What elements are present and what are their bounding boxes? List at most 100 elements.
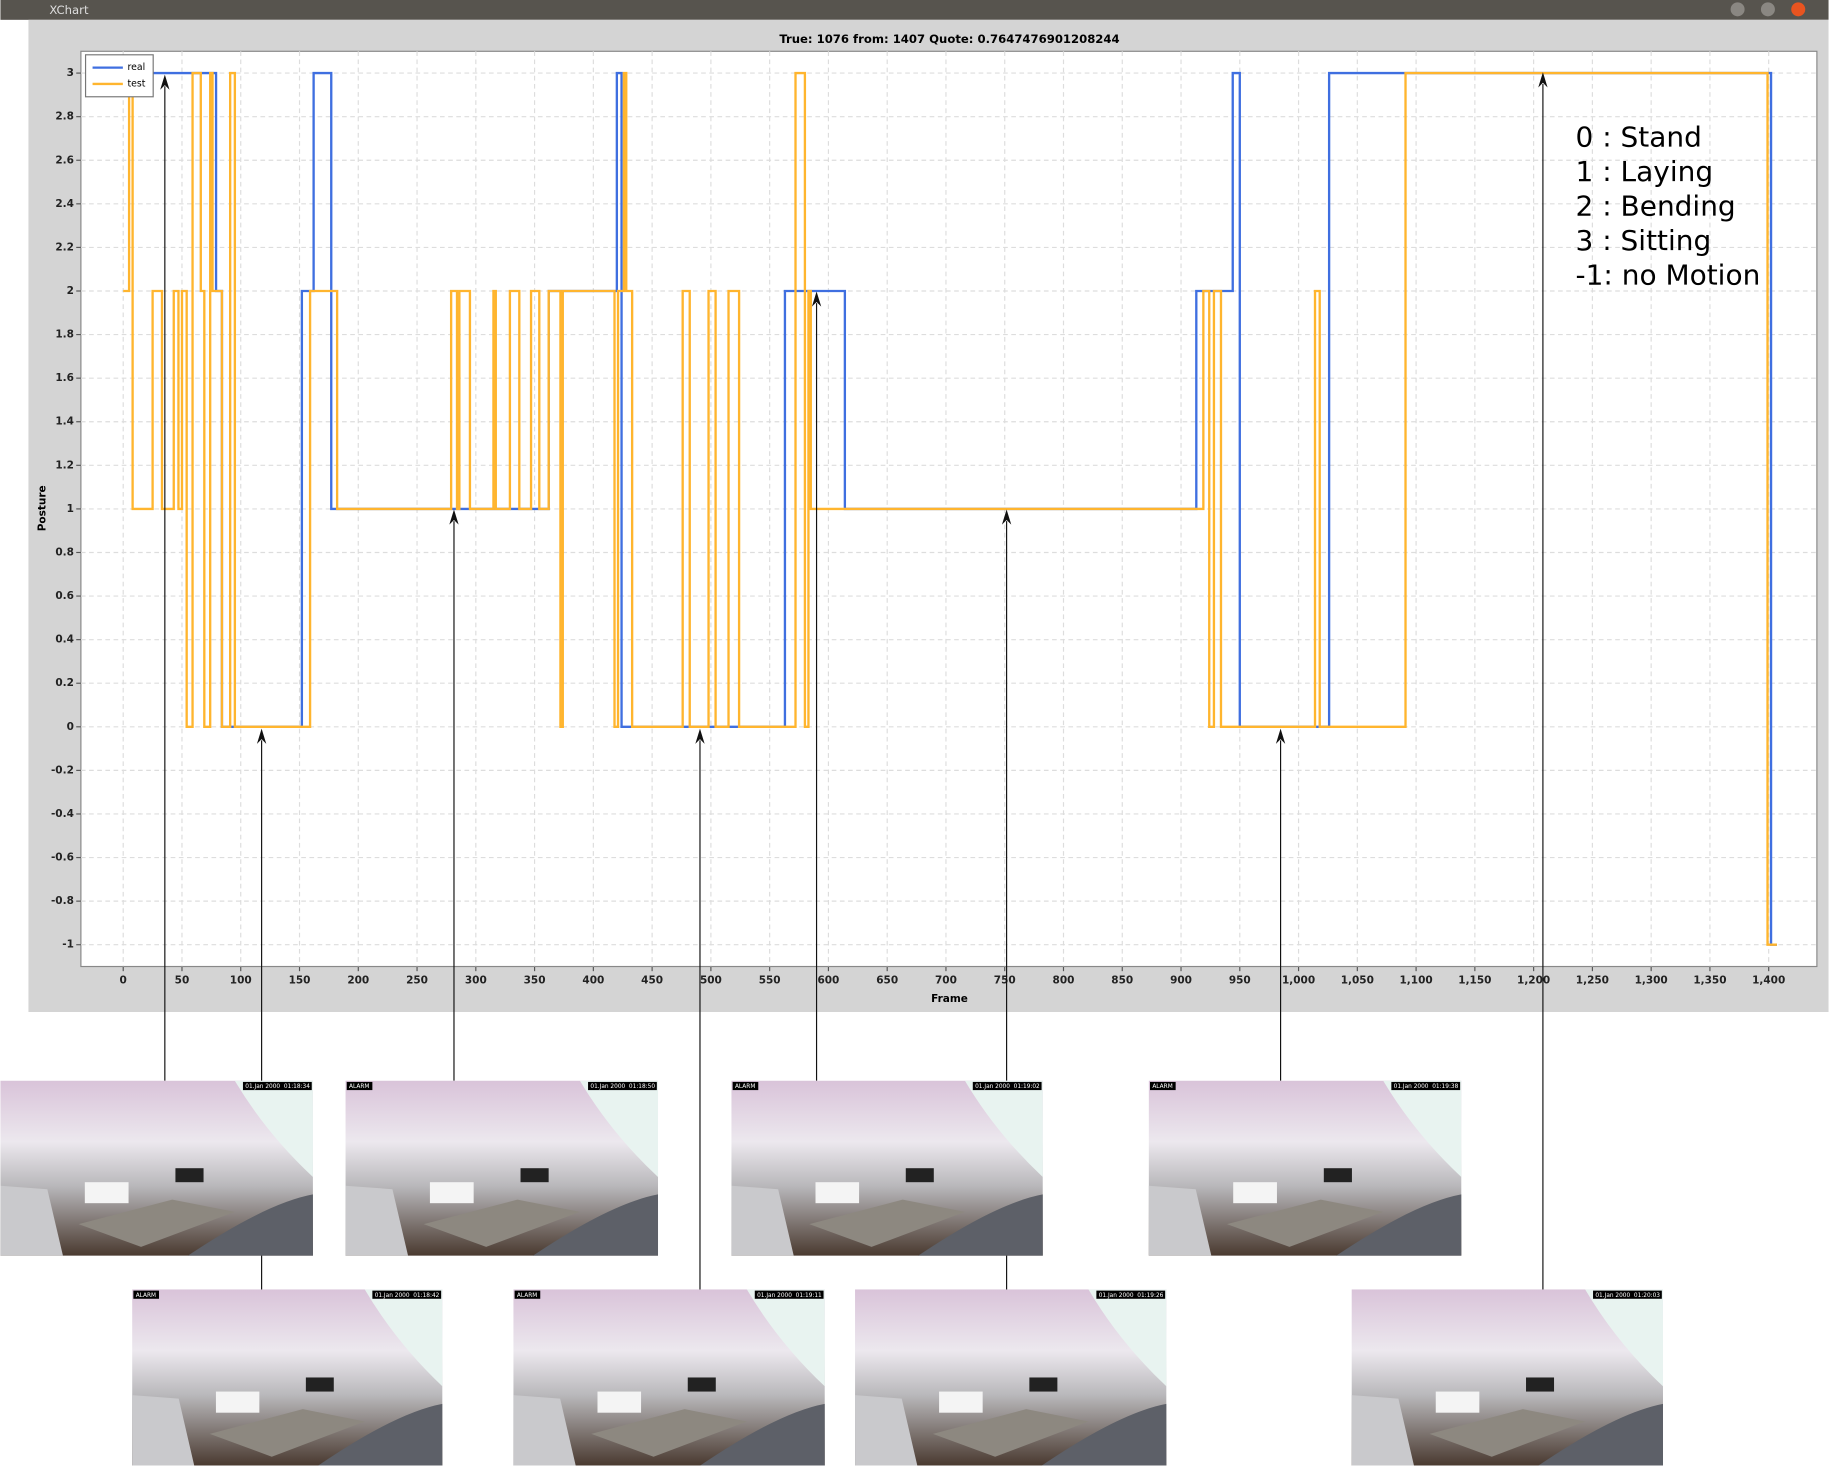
photo-rug <box>809 1199 965 1247</box>
photo-rug <box>1226 1199 1384 1247</box>
y-tick-label: 1.6 <box>55 372 74 384</box>
timestamp-badge <box>1593 1290 1662 1299</box>
timestamp-badge <box>754 1290 824 1299</box>
window-title: XChart <box>49 3 89 17</box>
photo-window <box>964 1080 1043 1177</box>
y-tick-label: -0.4 <box>51 808 74 820</box>
alarm-label: ALARM <box>735 1084 755 1090</box>
x-tick-label: 550 <box>759 974 781 986</box>
x-tick-label: 1,000 <box>1282 974 1315 986</box>
x-tick-label: 50 <box>175 974 190 986</box>
photo-rug <box>78 1199 235 1247</box>
chart-title: True: 1076 from: 1407 Quote: 0.764747690… <box>779 32 1119 46</box>
photos: 01.Jan 2000 01:18:34 ALARM 01.Jan 2000 01:… <box>0 1080 1663 1466</box>
x-tick-label: 150 <box>289 974 311 986</box>
y-tick-label: 0.8 <box>55 546 74 558</box>
x-tick-label: 1,300 <box>1635 974 1668 986</box>
series-line <box>123 71 1777 946</box>
arrow-head <box>811 291 822 307</box>
photo-rug <box>932 1409 1089 1457</box>
camera-photo: ALARM 01.Jan 2000 01:19:02 <box>731 1080 1043 1256</box>
x-tick-label: 750 <box>994 974 1016 986</box>
alarm-label: ALARM <box>349 1084 369 1090</box>
y-tick-label: 0.6 <box>55 590 74 602</box>
photo-window <box>1383 1080 1462 1177</box>
x-tick-label: 1,050 <box>1341 974 1374 986</box>
y-tick-label: 2.4 <box>55 198 74 210</box>
photo-sofa <box>1435 1391 1480 1413</box>
photo-window <box>579 1080 659 1177</box>
photo-timestamp: 01.Jan 2000 01:18:42 <box>375 1293 440 1299</box>
y-tick-label: -0.2 <box>51 764 74 776</box>
photo-sofa <box>1233 1182 1277 1204</box>
close-button[interactable] <box>1791 2 1806 17</box>
annotation-line: 0 : Stand <box>1576 121 1702 154</box>
y-tick-label: -0.8 <box>51 895 74 907</box>
alarm-badge <box>1150 1081 1176 1091</box>
photo-tv <box>1323 1168 1352 1183</box>
legend: real test <box>84 54 154 98</box>
maximize-button[interactable] <box>1760 2 1775 17</box>
camera-photo: 01.Jan 2000 01:19:26 <box>855 1289 1167 1466</box>
photo-tv <box>687 1377 716 1392</box>
x-tick-label: 300 <box>465 974 487 986</box>
arrows <box>160 72 1548 1290</box>
x-tick-label: 650 <box>876 974 898 986</box>
photo-desk <box>0 1185 63 1256</box>
camera-photo: ALARM 01.Jan 2000 01:18:42 <box>132 1289 443 1466</box>
photo-counter <box>1538 1403 1663 1466</box>
annotation-line: -1: no Motion <box>1576 258 1761 291</box>
photo-tv <box>1526 1377 1555 1392</box>
arrow-head <box>1275 728 1286 744</box>
x-tick-label: 500 <box>700 974 722 986</box>
y-tick-label: 2.2 <box>55 241 74 253</box>
x-tick-label: 450 <box>641 974 663 986</box>
photo-timestamp: 01.Jan 2000 01:19:38 <box>1394 1084 1459 1090</box>
alarm-badge <box>133 1290 160 1299</box>
y-tick-label: 1.2 <box>55 459 74 471</box>
legend-box <box>84 54 154 98</box>
annotation-line: 3 : Sitting <box>1576 224 1712 257</box>
photo-desk <box>132 1395 195 1466</box>
annotation-line: 1 : Laying <box>1576 155 1714 188</box>
x-tick-label: 400 <box>582 974 604 986</box>
x-tick-label: 800 <box>1053 974 1075 986</box>
photo-counter <box>700 1403 825 1466</box>
x-tick-label: 850 <box>1111 974 1133 986</box>
y-tick-label: 0.2 <box>55 677 74 689</box>
x-tick-label: 600 <box>817 974 839 986</box>
x-axis-label: Frame <box>931 993 968 1005</box>
minimize-button[interactable] <box>1730 2 1745 17</box>
x-tick-label: 900 <box>1170 974 1192 986</box>
photo-sofa <box>939 1391 983 1413</box>
y-tick-label: 2.6 <box>55 154 74 166</box>
camera-photo: ALARM 01.Jan 2000 01:19:11 <box>513 1289 825 1466</box>
alarm-badge <box>346 1081 373 1091</box>
photo-tv <box>520 1168 549 1183</box>
x-tick-label: 200 <box>347 974 369 986</box>
y-axis-label: Posture <box>36 485 48 531</box>
camera-photo: 01.Jan 2000 01:18:34 <box>0 1080 313 1256</box>
photo-desk <box>731 1185 794 1256</box>
photo-tv <box>305 1377 334 1392</box>
timestamp-badge <box>1096 1290 1166 1299</box>
timestamp-badge <box>588 1081 657 1091</box>
photo-timestamp: 01.Jan 2000 01:19:02 <box>975 1084 1040 1090</box>
photo-rug <box>591 1409 747 1457</box>
photo-timestamp: 01.Jan 2000 01:18:34 <box>245 1084 310 1090</box>
timestamp-badge <box>1391 1081 1461 1091</box>
photo-window <box>234 1080 313 1177</box>
timestamp-badge <box>372 1290 442 1299</box>
x-tick-label: 1,350 <box>1693 974 1726 986</box>
y-tick-label: 3 <box>67 67 74 79</box>
photo-sofa <box>84 1182 129 1204</box>
photo-desk <box>513 1395 576 1466</box>
arrow-head <box>449 509 459 525</box>
series-line <box>123 71 1777 946</box>
legend-label: test <box>128 78 146 89</box>
photo-rug <box>423 1199 580 1247</box>
x-tick-label: 350 <box>524 974 546 986</box>
photo-rug <box>1429 1409 1586 1457</box>
